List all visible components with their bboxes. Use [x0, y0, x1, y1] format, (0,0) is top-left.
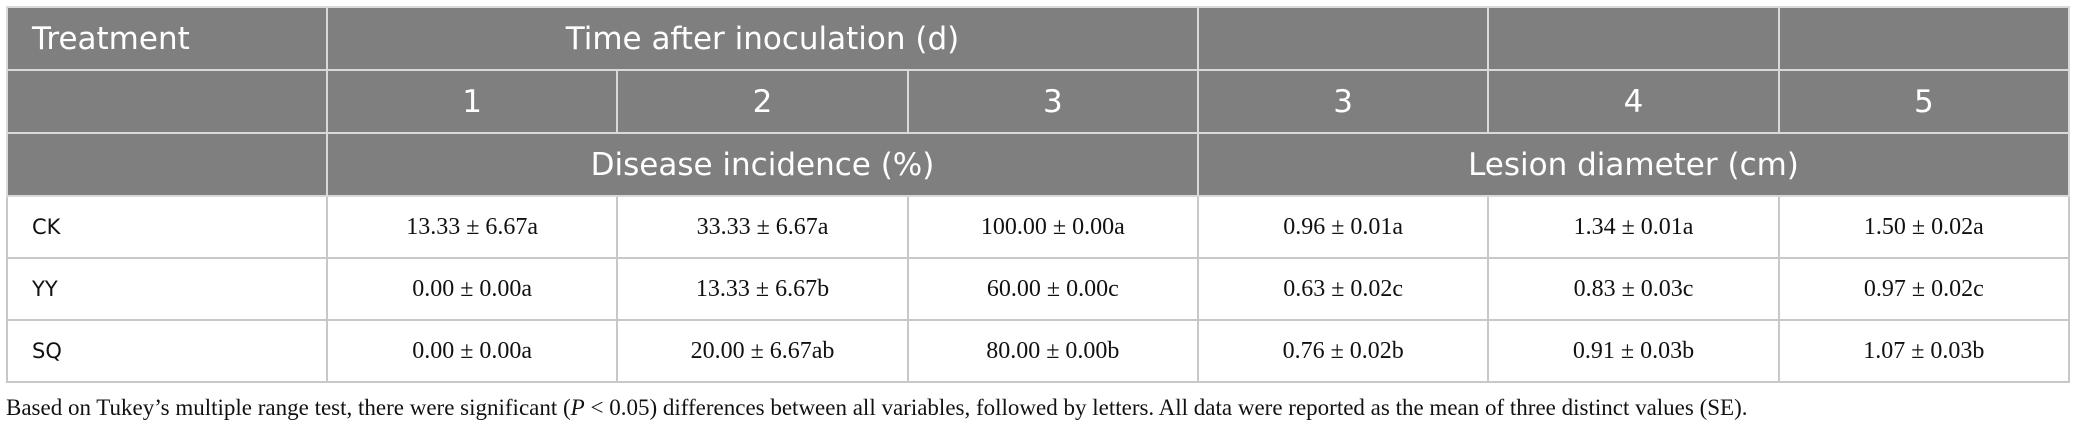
header-cell: Lesion diameter (cm) — [1196, 132, 2071, 197]
header-row: 1 2 3 3 4 5 — [6, 69, 2071, 134]
header-cell: 3 — [1196, 69, 1490, 134]
table-wrap: Treatment Time after inoculation (d) 1 2… — [6, 6, 2071, 383]
header-cell — [6, 69, 328, 134]
table-header: Treatment Time after inoculation (d) 1 2… — [6, 6, 2071, 197]
cell: 0.00 ± 0.00a — [325, 319, 619, 383]
cell: 20.00 ± 6.67ab — [616, 319, 909, 383]
row-label: CK — [6, 195, 328, 259]
header-row: Disease incidence (%) Lesion diameter (c… — [6, 132, 2071, 197]
header-row: Treatment Time after inoculation (d) — [6, 6, 2071, 71]
header-cell: Disease incidence (%) — [326, 132, 1199, 197]
cell: 60.00 ± 0.00c — [906, 257, 1199, 321]
body-row: CK 13.33 ± 6.67a 33.33 ± 6.67a 100.00 ± 0.0… — [6, 195, 2071, 259]
footnote-text: P — [570, 395, 585, 420]
body-row: SQ 0.00 ± 0.00a 20.00 ± 6.67ab 80.00 ± 0.00… — [6, 319, 2071, 383]
cell: 100.00 ± 0.00a — [906, 195, 1199, 259]
header-cell — [1777, 6, 2071, 71]
header-cell — [1196, 6, 1490, 71]
cell: 0.00 ± 0.00a — [325, 257, 619, 321]
footnote: Based on Tukey’s multiple range test, th… — [6, 395, 1748, 421]
footnote-text: < 0.05) differences between all variable… — [584, 395, 1748, 420]
table-body: CK 13.33 ± 6.67a 33.33 ± 6.67a 100.00 ± 0.0… — [6, 195, 2071, 383]
header-cell — [6, 132, 328, 197]
header-cell: 5 — [1777, 69, 2071, 134]
header-cell — [1487, 6, 1780, 71]
cell: 80.00 ± 0.00b — [906, 319, 1199, 383]
cell: 0.76 ± 0.02b — [1196, 319, 1490, 383]
data-table: Treatment Time after inoculation (d) 1 2… — [6, 6, 2071, 383]
body-row: YY 0.00 ± 0.00a 13.33 ± 6.67b 60.00 ± 0.00c… — [6, 257, 2071, 321]
cell: 0.97 ± 0.02c — [1777, 257, 2071, 321]
footnote-text: Based on Tukey’s multiple range test, th… — [6, 395, 571, 420]
cell: 13.33 ± 6.67a — [325, 195, 619, 259]
cell: 0.83 ± 0.03c — [1487, 257, 1780, 321]
cell: 13.33 ± 6.67b — [616, 257, 909, 321]
cell: 33.33 ± 6.67a — [616, 195, 909, 259]
header-cell: 3 — [906, 69, 1199, 134]
cell: 0.96 ± 0.01a — [1196, 195, 1490, 259]
cell: 0.91 ± 0.03b — [1487, 319, 1780, 383]
header-cell: Time after inoculation (d) — [326, 6, 1199, 71]
row-label: SQ — [6, 319, 328, 383]
cell: 1.07 ± 0.03b — [1777, 319, 2071, 383]
cell: 0.63 ± 0.02c — [1196, 257, 1490, 321]
cell: 1.34 ± 0.01a — [1487, 195, 1780, 259]
header-cell: 1 — [325, 69, 619, 134]
header-cell: 4 — [1487, 69, 1780, 134]
header-cell: Treatment — [6, 6, 328, 71]
row-label: YY — [6, 257, 328, 321]
cell: 1.50 ± 0.02a — [1777, 195, 2071, 259]
header-cell: 2 — [616, 69, 909, 134]
